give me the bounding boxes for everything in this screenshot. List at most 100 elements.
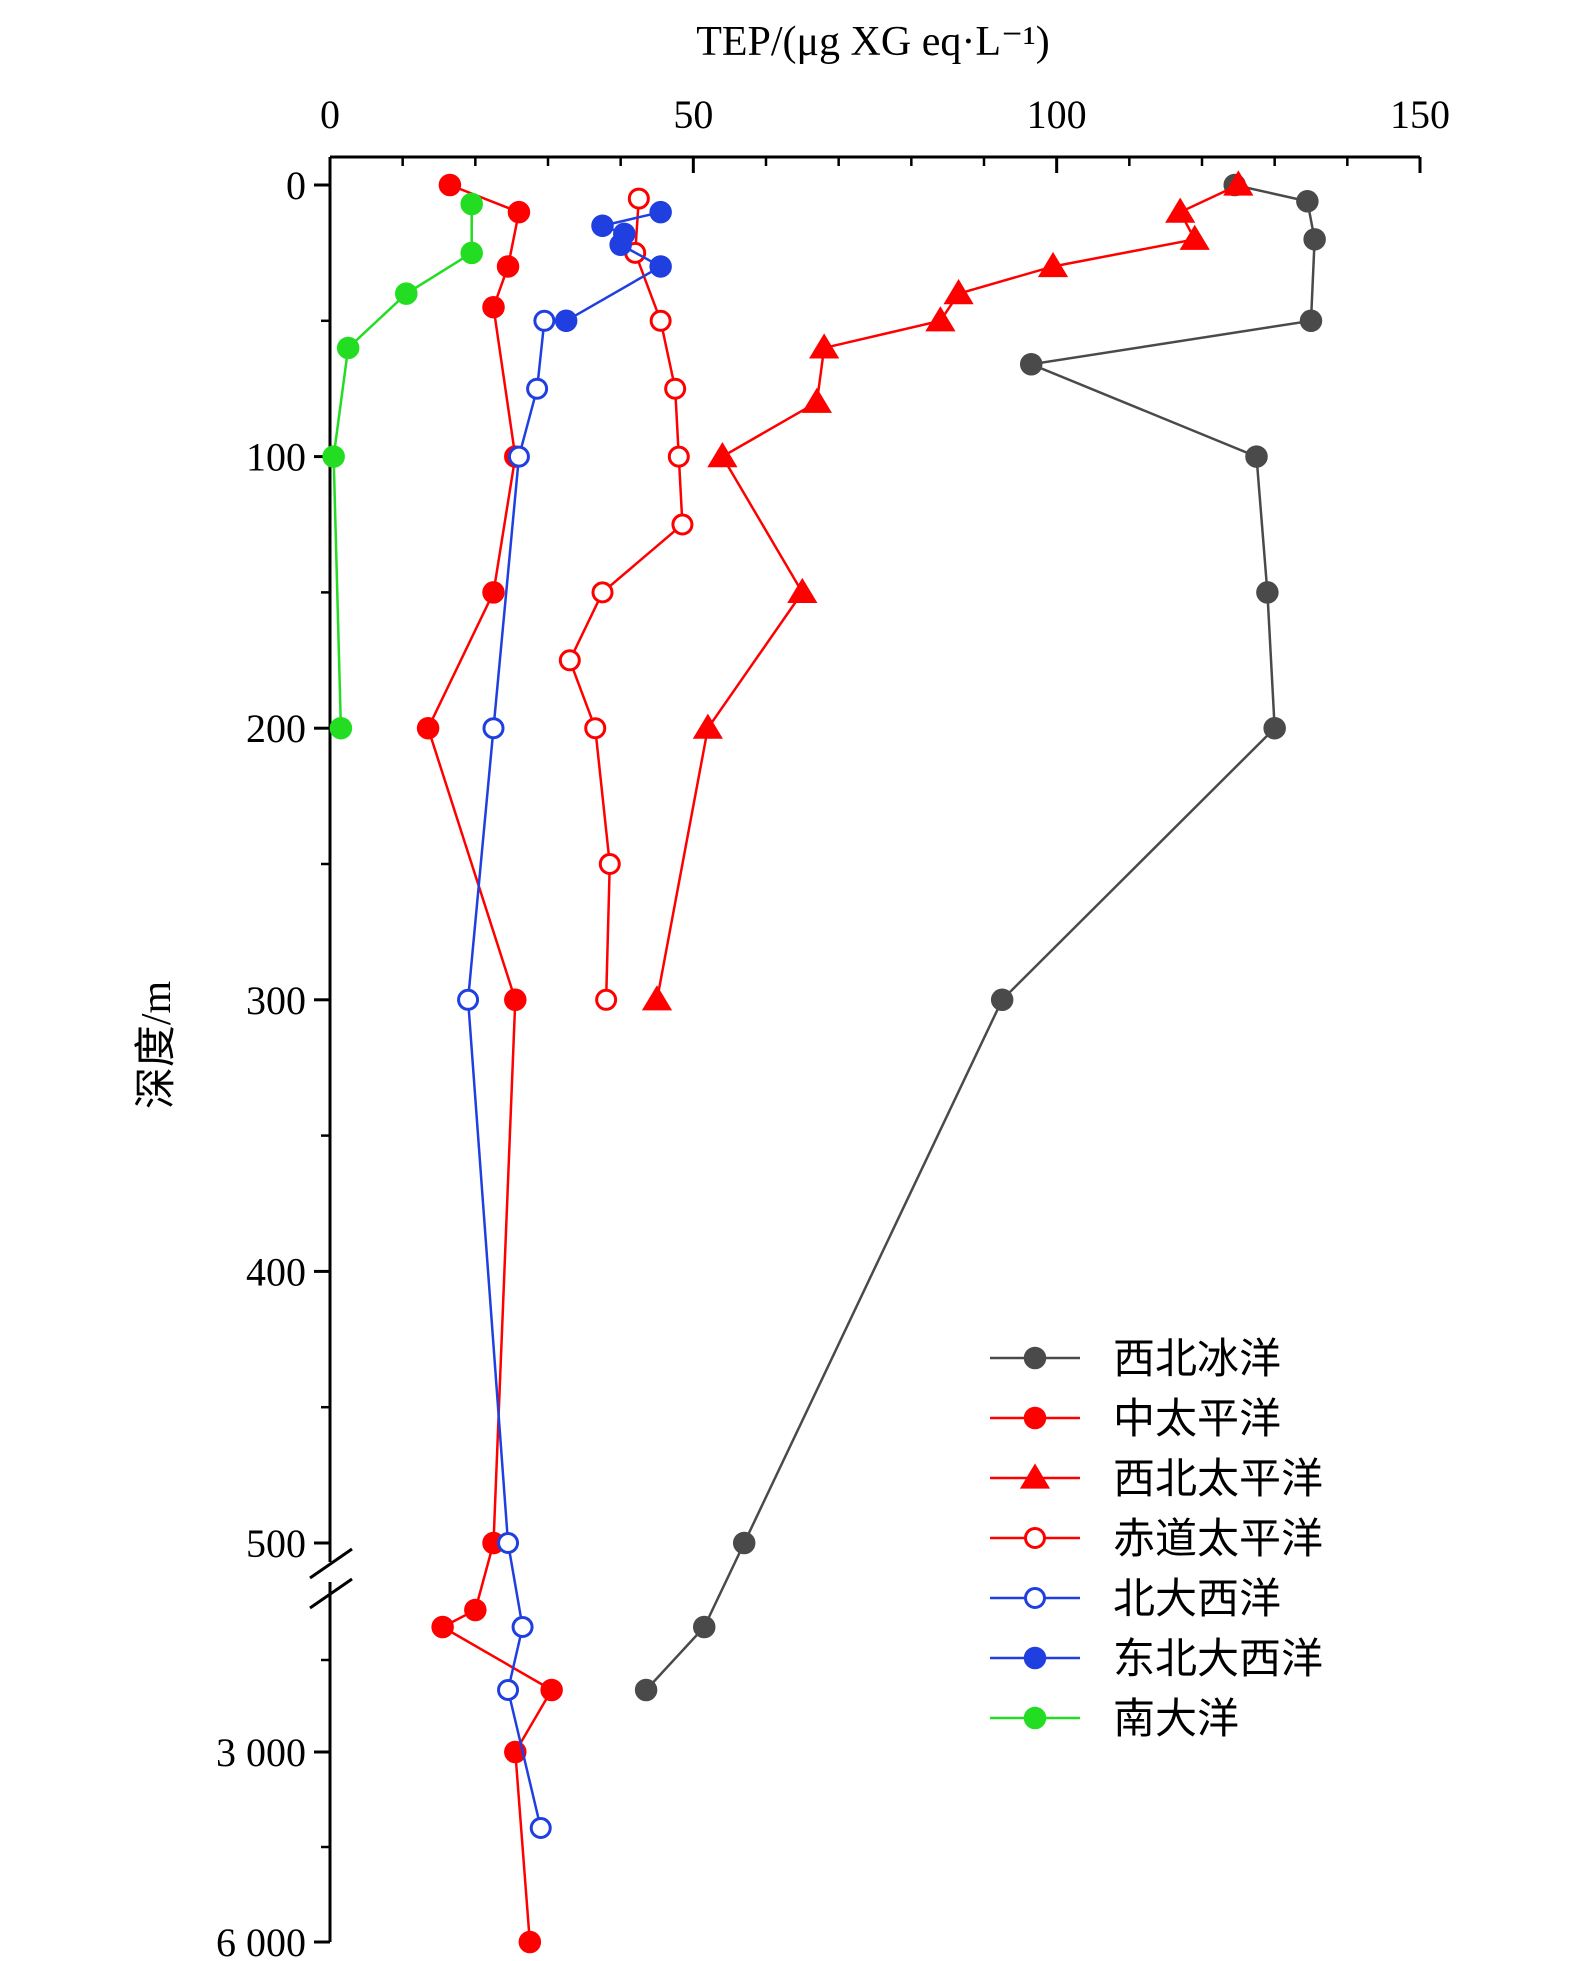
legend-marker <box>1023 1406 1047 1430</box>
legend-label: 南大洋 <box>1113 1694 1239 1743</box>
data-point <box>1296 190 1319 213</box>
data-point <box>1303 228 1326 251</box>
data-point <box>692 1615 716 1639</box>
y-tick-label: 6 000 <box>216 1920 306 1961</box>
series-3 <box>558 187 694 1011</box>
data-point <box>529 1817 552 1839</box>
series-5 <box>554 200 672 333</box>
data-point <box>457 988 480 1011</box>
data-point <box>511 1616 534 1638</box>
data-point <box>707 442 738 468</box>
y-tick-label: 400 <box>246 1249 306 1294</box>
legend-marker <box>1024 1527 1046 1549</box>
data-point <box>609 233 632 257</box>
data-point <box>1165 197 1196 223</box>
legend-item: 东北大西洋 <box>990 1634 1323 1683</box>
data-point <box>464 1598 487 1622</box>
x-tick-label: 150 <box>1390 92 1450 137</box>
series-0 <box>634 173 1326 1702</box>
data-point <box>649 255 672 278</box>
data-point <box>925 306 956 332</box>
y-axis-title: 深度/m <box>134 981 180 1110</box>
legend-label: 中太平洋 <box>1113 1394 1281 1443</box>
y-tick-label: 300 <box>246 978 306 1023</box>
data-point <box>584 717 607 740</box>
x-tick-label: 0 <box>320 92 340 137</box>
legend-marker <box>1019 1463 1051 1489</box>
data-point <box>692 713 723 739</box>
data-point <box>667 445 690 468</box>
y-tick-label: 500 <box>246 1521 306 1566</box>
data-point <box>496 255 520 278</box>
series-line <box>332 204 473 729</box>
series-6 <box>322 192 483 740</box>
data-point <box>497 1532 520 1554</box>
data-point <box>431 1615 454 1639</box>
data-point <box>482 581 505 604</box>
data-point <box>460 192 483 216</box>
data-point <box>460 241 483 265</box>
series-line <box>426 183 554 1943</box>
data-point <box>482 295 505 319</box>
series-2 <box>641 170 1254 1011</box>
legend-marker <box>1023 1646 1047 1670</box>
data-point <box>329 716 353 740</box>
data-point <box>1037 251 1069 278</box>
data-point <box>1223 170 1254 196</box>
series-line <box>655 183 1239 1001</box>
x-axis-title: TEP/(μg XG eq·L⁻¹) <box>696 19 1050 65</box>
series-layer <box>322 170 1326 1954</box>
data-point <box>438 173 462 197</box>
data-point <box>649 200 672 224</box>
data-point <box>507 200 531 224</box>
data-point <box>801 387 832 413</box>
data-point <box>497 1679 520 1701</box>
legend-item: 中太平洋 <box>990 1394 1281 1443</box>
data-point <box>943 279 974 305</box>
data-point <box>395 282 418 305</box>
data-point <box>558 649 581 672</box>
data-point <box>664 377 687 400</box>
legend-marker <box>1024 1587 1046 1609</box>
data-point <box>322 445 345 468</box>
data-point <box>526 377 549 400</box>
data-point <box>641 985 673 1011</box>
data-point <box>649 309 672 332</box>
data-point <box>1256 581 1279 604</box>
data-point <box>591 581 614 604</box>
data-point <box>595 988 618 1011</box>
data-point <box>554 309 578 333</box>
data-point <box>1019 353 1043 376</box>
data-point <box>533 309 556 332</box>
data-point <box>507 445 530 468</box>
series-1 <box>416 173 563 1954</box>
legend-item: 赤道太平洋 <box>990 1514 1323 1563</box>
data-point <box>634 1678 658 1702</box>
axis-break-mark <box>309 1547 353 1580</box>
data-point <box>1299 309 1323 333</box>
data-point <box>336 336 360 360</box>
data-point <box>504 988 527 1012</box>
data-point <box>732 1531 756 1555</box>
data-point <box>540 1678 563 1702</box>
data-point <box>482 717 505 740</box>
data-point <box>1245 445 1268 468</box>
data-point <box>416 716 440 740</box>
legend-label: 北大西洋 <box>1113 1574 1281 1623</box>
legend-label: 东北大西洋 <box>1113 1634 1323 1683</box>
legend-label: 西北冰洋 <box>1113 1334 1281 1383</box>
data-point <box>627 187 650 210</box>
legend-item: 西北太平洋 <box>990 1454 1323 1503</box>
series-4 <box>457 309 556 1839</box>
legend-marker <box>1023 1346 1047 1370</box>
x-tick-label: 50 <box>673 92 713 137</box>
legend-label: 西北太平洋 <box>1113 1454 1323 1503</box>
data-point <box>990 988 1014 1012</box>
data-point <box>1263 716 1286 740</box>
data-point <box>598 853 621 875</box>
y-tick-label: 200 <box>246 706 306 751</box>
legend-item: 南大洋 <box>990 1694 1239 1743</box>
x-tick-label: 100 <box>1027 92 1087 137</box>
data-point <box>671 513 694 536</box>
